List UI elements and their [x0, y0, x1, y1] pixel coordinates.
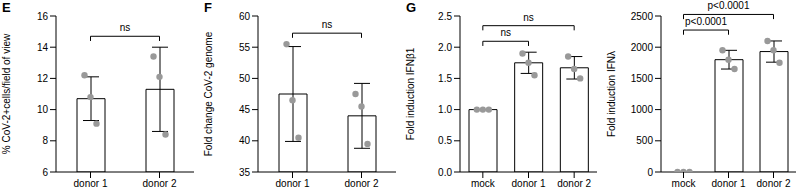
svg-text:ns: ns [120, 22, 131, 33]
svg-text:ns: ns [322, 19, 333, 30]
html-text:E: E [2, 0, 11, 15]
svg-text:p<0.0001: p<0.0001 [708, 0, 750, 11]
svg-text:0.5: 0.5 [438, 135, 452, 146]
svg-text:50: 50 [239, 73, 251, 84]
svg-text:1.0: 1.0 [438, 104, 452, 115]
svg-text:mock: mock [471, 178, 496, 189]
svg-text:8: 8 [42, 135, 48, 146]
svg-text:60: 60 [239, 11, 251, 22]
svg-text:% CoV-2+cells/field of view: % CoV-2+cells/field of view [8, 33, 12, 154]
svg-text:2.0: 2.0 [438, 42, 452, 53]
svg-text:2500: 2500 [631, 11, 654, 22]
svg-text:Fold change CoV-2 genome: Fold change CoV-2 genome [203, 31, 214, 156]
svg-text:2.5: 2.5 [438, 11, 452, 22]
svg-text:55: 55 [239, 42, 251, 53]
svg-text:45: 45 [239, 104, 251, 115]
svg-text:mock: mock [672, 178, 697, 189]
svg-text:1500: 1500 [631, 73, 654, 84]
svg-text:6: 6 [42, 167, 48, 178]
svg-text:donor 2: donor 2 [345, 178, 379, 189]
html-text:G: G [406, 0, 417, 15]
svg-text:Fold induction IFNβ1: Fold induction IFNβ1 [405, 47, 416, 140]
svg-text:Fold induction IFNλ: Fold induction IFNλ [606, 51, 617, 137]
svg-text:donor 1: donor 1 [74, 178, 108, 189]
svg-text:500: 500 [636, 135, 653, 146]
svg-text:donor 1: donor 1 [512, 178, 546, 189]
svg-text:16: 16 [37, 11, 49, 22]
svg-text:donor 2: donor 2 [557, 178, 591, 189]
svg-text:2000: 2000 [631, 42, 654, 53]
svg-text:donor 2: donor 2 [143, 178, 177, 189]
svg-text:p<0.0001: p<0.0001 [685, 16, 727, 27]
svg-text:40: 40 [239, 135, 251, 146]
svg-text:donor 1: donor 1 [276, 178, 310, 189]
svg-text:1.5: 1.5 [438, 73, 452, 84]
svg-text:ns: ns [500, 27, 511, 38]
svg-text:35: 35 [239, 167, 251, 178]
svg-text:donor 2: donor 2 [757, 178, 791, 189]
svg-text:12: 12 [37, 73, 49, 84]
svg-text:14: 14 [37, 42, 49, 53]
html-text:F: F [204, 0, 212, 15]
svg-text:0.0: 0.0 [438, 167, 452, 178]
svg-text:0: 0 [647, 167, 653, 178]
svg-text:ns: ns [523, 12, 534, 23]
svg-text:donor 1: donor 1 [712, 178, 746, 189]
svg-text:10: 10 [37, 104, 49, 115]
svg-text:1000: 1000 [631, 104, 654, 115]
